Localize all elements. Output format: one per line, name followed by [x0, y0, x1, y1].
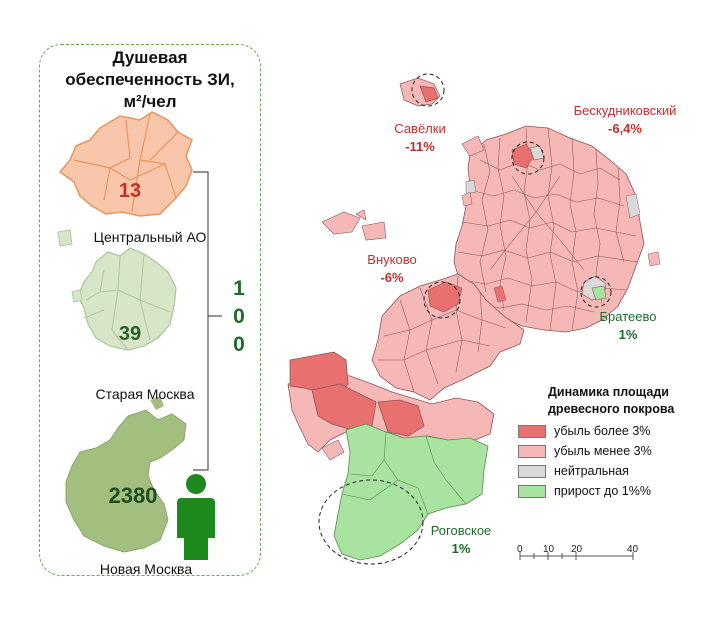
- new-moscow-shape: [65, 396, 187, 553]
- legend-item-loss-low: убыль менее 3%: [518, 443, 652, 459]
- map-fragments-west: [321, 209, 387, 241]
- annotation-beskudnikovsky-name: Бескудниковский: [573, 103, 677, 118]
- legend-title-line2: древесного покрова: [548, 402, 675, 416]
- scale-tick-20: 20: [571, 544, 583, 555]
- new-moscow-map: [287, 273, 525, 565]
- legend-swatch-loss-high: [518, 424, 546, 438]
- annotation-saveolki-value: -11%: [405, 139, 435, 154]
- old-moscow-shape: [57, 229, 177, 351]
- scale-tick-40: 40: [627, 544, 639, 555]
- legend-title-line1: Динамика площади: [548, 385, 669, 399]
- old-moscow-map: [453, 125, 661, 333]
- scale-tick-10: 10: [543, 544, 555, 555]
- saveolki-region: [399, 73, 445, 107]
- annotation-vnukovo: Внуково -6%: [352, 251, 432, 287]
- legend-label-loss-high: убыль более 3%: [554, 424, 651, 438]
- annotation-rogovskoe: Роговское 1%: [416, 522, 506, 558]
- legend-item-neutral: нейтральная: [518, 463, 629, 479]
- scale-bar: [519, 552, 634, 560]
- legend-label-gain: прирост до 1%%: [554, 484, 651, 498]
- old-moscow-label: Старая Москва: [95, 386, 195, 402]
- person-icon: [177, 474, 215, 560]
- annotation-brateevo-value: 1%: [618, 327, 638, 342]
- legend-label-loss-low: убыль менее 3%: [554, 444, 652, 458]
- panel-title-line2: обеспеченность ЗИ,: [65, 70, 235, 89]
- legend-item-gain: прирост до 1%%: [518, 483, 651, 499]
- annotation-vnukovo-name: Внуково: [367, 252, 417, 267]
- annotation-vnukovo-value: -6%: [380, 270, 404, 285]
- annotation-saveolki-name: Савёлки: [394, 121, 446, 136]
- annotation-beskudnikovsky-value: -6,4%: [608, 121, 642, 136]
- legend-swatch-loss-low: [518, 444, 546, 458]
- annotation-rogovskoe-value: 1%: [451, 541, 471, 556]
- ratio-digit-3: 0: [233, 333, 245, 356]
- legend-item-loss-high: убыль более 3%: [518, 423, 650, 439]
- annotation-saveolki: Савёлки -11%: [380, 120, 460, 156]
- annotation-brateevo: Братеево 1%: [588, 308, 668, 344]
- legend-swatch-neutral: [518, 464, 546, 478]
- legend-title: Динамика площади древесного покрова: [548, 384, 698, 418]
- annotation-beskudnikovsky: Бескудниковский -6,4%: [560, 102, 690, 138]
- new-moscow-label: Новая Москва: [99, 561, 193, 577]
- new-moscow-value: 2380: [108, 483, 158, 508]
- annotation-brateevo-name: Братеево: [599, 309, 657, 324]
- ratio-digit-1: 1: [233, 277, 245, 300]
- panel-title-line3: м²/чел: [123, 92, 177, 111]
- per-capita-panel: [39, 44, 261, 576]
- central-ao-label: Центральный АО: [93, 229, 207, 245]
- scale-tick-0: 0: [517, 544, 523, 555]
- bracket: [193, 171, 222, 471]
- legend-swatch-gain: [518, 484, 546, 498]
- panel-title: Душевая обеспеченность ЗИ, м²/чел: [45, 47, 255, 113]
- annotation-rogovskoe-name: Роговское: [430, 523, 492, 538]
- ratio-digit-2: 0: [233, 305, 245, 328]
- old-moscow-value: 39: [118, 323, 142, 345]
- panel-title-line1: Душевая: [112, 48, 188, 67]
- legend-label-neutral: нейтральная: [554, 464, 629, 478]
- central-ao-value: 13: [118, 180, 142, 202]
- central-ao-shape: [58, 111, 193, 217]
